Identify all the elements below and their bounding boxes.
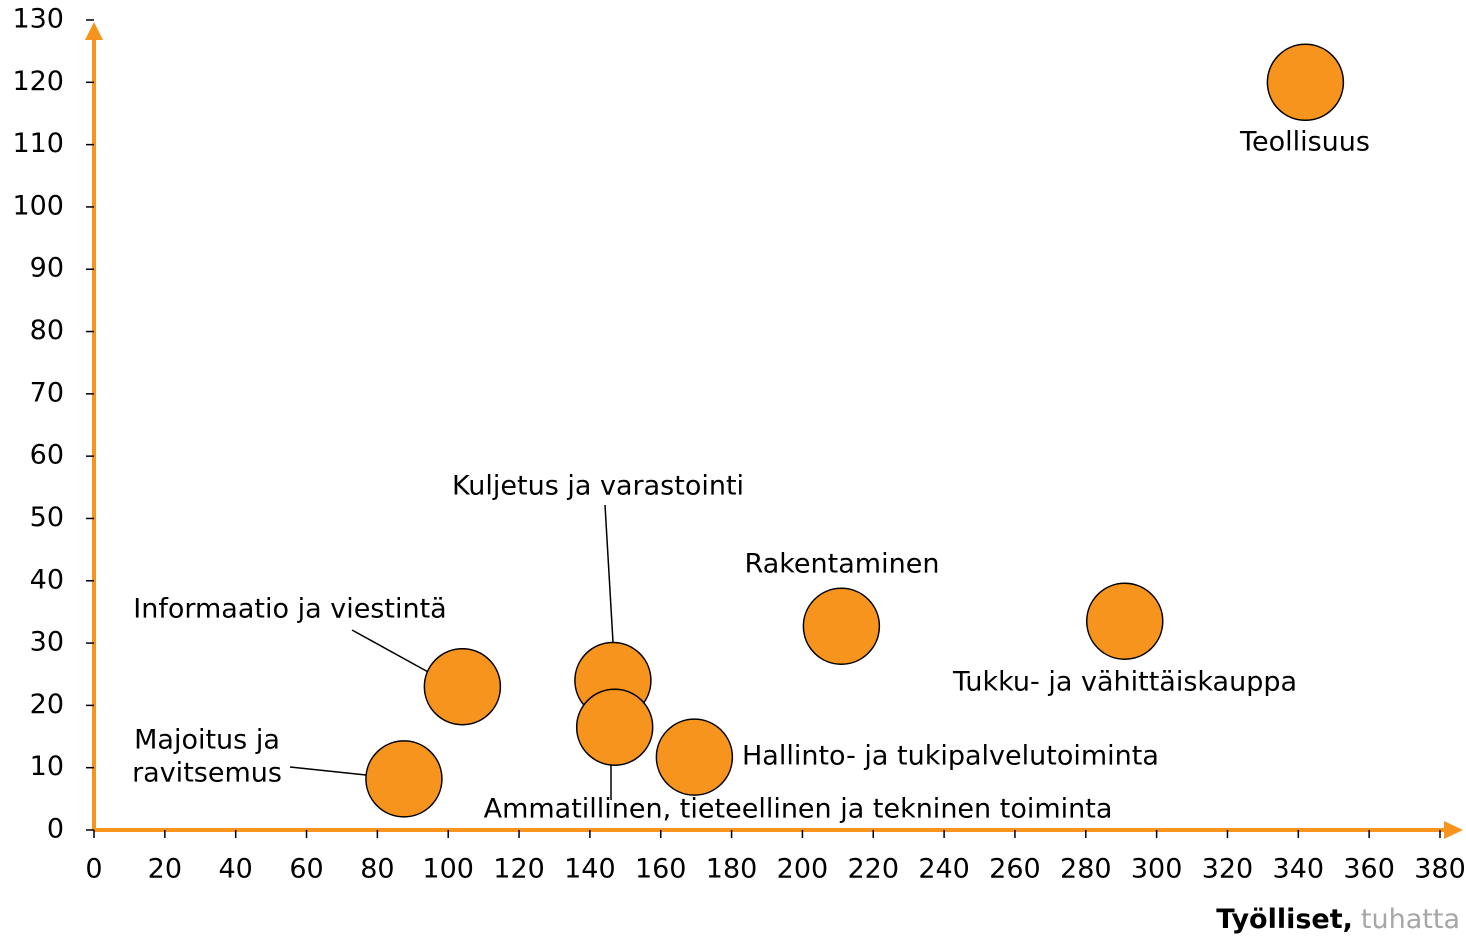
bubble <box>655 718 734 796</box>
x-tick-label: 120 <box>493 854 545 885</box>
y-tick-label: 70 <box>30 377 64 408</box>
y-tick-label: 80 <box>30 315 64 346</box>
x-tick-label: 340 <box>1273 854 1325 885</box>
y-tick-label: 120 <box>12 66 64 97</box>
x-tick-label: 240 <box>918 854 970 885</box>
bubble <box>1266 43 1345 122</box>
bubble <box>423 647 502 726</box>
y-tick-label: 130 <box>12 4 64 35</box>
x-axis-arrow <box>1444 821 1463 839</box>
y-tick-label: 20 <box>30 689 64 720</box>
point-label: Teollisuus <box>1239 127 1370 158</box>
x-tick-label: 320 <box>1202 854 1254 885</box>
point-label: Tukku- ja vähittäiskauppa <box>952 667 1297 698</box>
point-label: Informaatio ja viestintä <box>133 594 446 625</box>
x-axis-unit: tuhatta <box>1361 904 1460 935</box>
y-axis-arrow <box>85 22 103 40</box>
x-tick-label: 0 <box>85 854 102 885</box>
point-label: Majoitus ja <box>134 725 280 756</box>
leader-line <box>351 629 431 674</box>
x-tick-label: 180 <box>706 854 758 885</box>
x-axis-title: Työlliset, <box>1216 904 1353 935</box>
x-tick-label: 280 <box>1060 854 1112 885</box>
bubble <box>802 587 881 666</box>
point-label: ravitsemus <box>132 758 282 789</box>
x-tick-label: 100 <box>422 854 474 885</box>
y-tick-label: 40 <box>30 564 64 595</box>
x-tick-label: 380 <box>1414 854 1466 885</box>
y-tick-label: 100 <box>12 190 64 221</box>
y-tick-label: 30 <box>30 627 64 658</box>
y-tick-label: 90 <box>30 253 64 284</box>
x-tick-label: 140 <box>564 854 616 885</box>
point-label: Rakentaminen <box>745 549 940 580</box>
x-tick-label: 60 <box>289 854 323 885</box>
x-tick-label: 20 <box>148 854 182 885</box>
x-tick-label: 200 <box>777 854 829 885</box>
y-tick-label: 10 <box>30 751 64 782</box>
x-tick-label: 80 <box>360 854 394 885</box>
leader-line <box>289 766 367 776</box>
y-tick-label: 50 <box>30 502 64 533</box>
x-tick-label: 220 <box>847 854 899 885</box>
x-tick-label: 40 <box>219 854 253 885</box>
y-tick-label: 110 <box>12 128 64 159</box>
x-axis-label: Työlliset, tuhatta <box>1216 904 1460 935</box>
bubble <box>365 740 443 818</box>
y-tick-label: 60 <box>30 440 64 471</box>
x-tick-label: 160 <box>635 854 687 885</box>
x-tick-label: 360 <box>1343 854 1395 885</box>
x-tick-label: 300 <box>1131 854 1183 885</box>
point-label: Hallinto- ja tukipalvelutoiminta <box>742 741 1159 772</box>
point-label: Kuljetus ja varastointi <box>452 471 744 502</box>
point-label: Ammatillinen, tieteellinen ja tekninen t… <box>484 794 1113 825</box>
leader-line <box>604 504 614 643</box>
bubble <box>1086 582 1164 661</box>
bubble <box>575 688 654 766</box>
x-tick-label: 260 <box>989 854 1041 885</box>
y-tick-label: 0 <box>47 814 64 845</box>
